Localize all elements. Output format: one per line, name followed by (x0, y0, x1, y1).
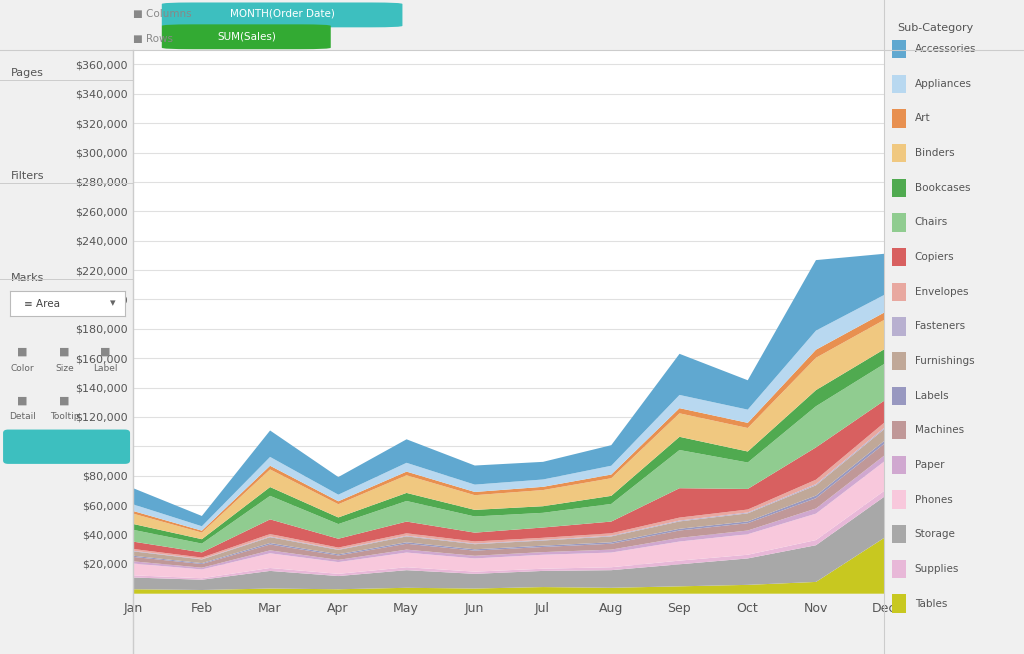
Bar (892, 213, 906, 232)
Text: Detail: Detail (9, 412, 36, 421)
Text: Marks: Marks (10, 273, 44, 283)
Text: Envelopes: Envelopes (914, 286, 968, 297)
Bar (892, 109, 906, 128)
Bar (892, 283, 906, 301)
Text: Machines: Machines (914, 425, 964, 436)
Bar (892, 317, 906, 336)
Text: Sub-Category: Sub-Category (898, 23, 974, 33)
Bar (892, 144, 906, 162)
Text: ▾: ▾ (111, 298, 116, 309)
Bar (892, 248, 906, 266)
Text: Fasteners: Fasteners (914, 321, 965, 332)
Text: Phones: Phones (914, 494, 952, 505)
Text: ≡ Area: ≡ Area (24, 298, 60, 309)
Text: Tooltip: Tooltip (50, 412, 79, 421)
Text: Accessories: Accessories (914, 44, 976, 54)
Bar (892, 525, 906, 543)
FancyBboxPatch shape (162, 24, 331, 49)
FancyBboxPatch shape (162, 3, 402, 27)
Text: Tables: Tables (914, 598, 947, 609)
Text: ■: ■ (59, 395, 70, 405)
Text: Size: Size (55, 364, 74, 373)
Text: ■: ■ (17, 347, 28, 357)
Text: Binders: Binders (914, 148, 954, 158)
Bar (892, 179, 906, 197)
Text: Chairs: Chairs (914, 217, 948, 228)
Bar (892, 352, 906, 370)
Text: Filters: Filters (10, 171, 44, 181)
Text: MONTH(Order Date): MONTH(Order Date) (230, 9, 335, 19)
Text: Art: Art (914, 113, 930, 124)
Text: Paper: Paper (914, 460, 944, 470)
Bar (892, 75, 906, 93)
Text: Appliances: Appliances (914, 78, 972, 89)
Text: ■: ■ (17, 395, 28, 405)
Bar (892, 560, 906, 578)
Bar (892, 594, 906, 613)
Bar (892, 40, 906, 58)
Text: Copiers: Copiers (914, 252, 954, 262)
Bar (892, 456, 906, 474)
Bar (892, 387, 906, 405)
Text: ■ Columns: ■ Columns (133, 9, 191, 19)
Text: Bookcases: Bookcases (914, 182, 970, 193)
Text: Supplies: Supplies (914, 564, 958, 574)
Bar (892, 490, 906, 509)
Text: SUM(Sales): SUM(Sales) (217, 32, 276, 42)
Text: Storage: Storage (914, 529, 955, 540)
Text: Labels: Labels (914, 390, 948, 401)
Text: Color: Color (10, 364, 35, 373)
Text: Label: Label (93, 364, 118, 373)
Text: ■: ■ (59, 347, 70, 357)
Text: Furnishings: Furnishings (914, 356, 974, 366)
Bar (892, 421, 906, 439)
Text: Pages: Pages (10, 68, 44, 78)
Text: ∗ Sub-Category: ∗ Sub-Category (23, 441, 106, 452)
Text: ■ Rows: ■ Rows (133, 34, 173, 44)
Text: ■: ■ (100, 347, 111, 357)
